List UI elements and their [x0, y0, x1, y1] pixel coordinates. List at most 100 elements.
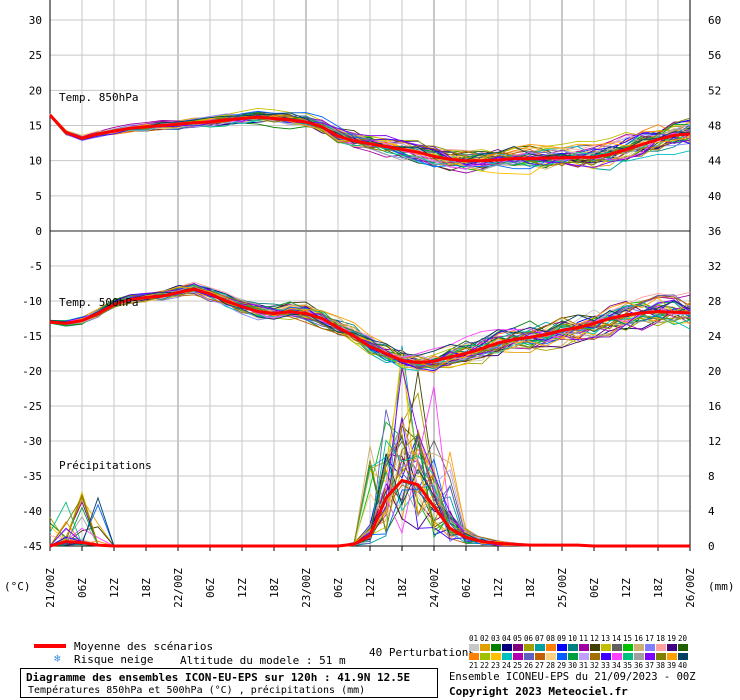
member-color-swatch: [480, 644, 490, 651]
member-number: 29: [557, 661, 567, 670]
member-number: 30: [568, 661, 578, 670]
member-color-swatch: [469, 644, 479, 651]
panel-label-precip: Précipitations: [59, 459, 152, 472]
mean-line-t850: [48, 113, 691, 163]
member-color-swatch: [590, 644, 600, 651]
ensemble-chart: 0 36 5 40 10 44 15 48 20 52 25 56 30 60 -45 0 -40 4 -35 8 -3…: [4, 0, 735, 608]
y-tick-left: -30: [22, 435, 42, 448]
member-number: 09: [557, 634, 567, 643]
member-color-swatch: [535, 644, 545, 651]
member-number: 21: [469, 661, 479, 670]
member-color-swatch: [557, 644, 567, 651]
member-color-swatch: [579, 653, 589, 660]
member-color-swatch: [656, 644, 666, 651]
member-color-swatch: [634, 644, 644, 651]
x-tick-label: 23/00Z: [300, 568, 313, 608]
x-tick-label: 26/00Z: [684, 568, 697, 608]
member-number: 37: [645, 661, 655, 670]
member-line-t500: [49, 283, 691, 369]
member-number: 07: [535, 634, 545, 643]
member-number: 10: [568, 634, 578, 643]
y-tick-left: -20: [22, 365, 42, 378]
member-number: 14: [612, 634, 622, 643]
y-tick-right: 40: [708, 190, 721, 203]
y-tick-left: -45: [22, 540, 42, 553]
snowflake-icon: ❄: [54, 652, 61, 665]
y-tick-right: 48: [708, 120, 721, 133]
y-tick-right: 52: [708, 84, 721, 97]
member-number: 16: [634, 634, 644, 643]
x-tick-label: 22/00Z: [172, 568, 185, 608]
y-tick-left: -35: [22, 470, 42, 483]
member-number: 13: [601, 634, 611, 643]
member-number: 31: [579, 661, 589, 670]
member-number: 28: [546, 661, 556, 670]
member-color-swatch: [612, 644, 622, 651]
member-color-swatch: [579, 644, 589, 651]
y-tick-left: 15: [29, 120, 42, 133]
y-tick-left: 0: [35, 225, 42, 238]
member-number: 22: [480, 661, 490, 670]
member-color-swatch: [568, 644, 578, 651]
member-color-swatch: [656, 653, 666, 660]
chart-subtitle: Températures 850hPa et 500hPa (°C) , pré…: [28, 685, 366, 696]
member-color-swatch: [645, 644, 655, 651]
legend-snow-label: Risque neige: [74, 653, 154, 666]
member-number: 32: [590, 661, 600, 670]
member-color-swatch: [623, 653, 633, 660]
y-tick-left: -25: [22, 400, 42, 413]
member-color-swatch: [502, 644, 512, 651]
x-tick-label: 06Z: [76, 578, 89, 598]
member-color-swatch: [645, 653, 655, 660]
member-color-swatch: [557, 653, 567, 660]
member-color-swatch: [590, 653, 600, 660]
member-color-swatch: [524, 644, 534, 651]
member-number: 39: [667, 661, 677, 670]
member-number: 06: [524, 634, 534, 643]
member-number: 20: [678, 634, 688, 643]
x-tick-label: 06Z: [588, 578, 601, 598]
y-tick-right: 44: [708, 155, 722, 168]
x-tick-label: 06Z: [204, 578, 217, 598]
member-line-t500: [49, 287, 691, 356]
copyright: Copyright 2023 Meteociel.fr: [449, 685, 628, 698]
legend-mean-label: Moyenne des scénarios: [74, 640, 214, 653]
y-tick-right: 56: [708, 49, 721, 62]
x-tick-label: 24/00Z: [428, 568, 441, 608]
member-number: 36: [634, 661, 644, 670]
member-color-swatch: [623, 644, 633, 651]
member-color-swatch: [612, 653, 622, 660]
member-color-swatch: [535, 653, 545, 660]
member-color-swatch: [678, 653, 688, 660]
x-tick-label: 12Z: [236, 578, 249, 598]
member-color-swatch: [634, 653, 644, 660]
member-number: 12: [590, 634, 600, 643]
member-color-swatch: [601, 653, 611, 660]
member-number: 26: [524, 661, 534, 670]
x-tick-label: 12Z: [108, 578, 121, 598]
member-color-swatch: [678, 644, 688, 651]
title-box: [20, 668, 438, 698]
member-color-swatch: [667, 653, 677, 660]
member-color-swatch: [513, 653, 523, 660]
y-tick-left: 20: [29, 84, 42, 97]
x-tick-label: 18Z: [652, 578, 665, 598]
member-number: 33: [601, 661, 611, 670]
member-number: 02: [480, 634, 490, 643]
member-number: 05: [513, 634, 523, 643]
x-tick-label: 25/00Z: [556, 568, 569, 608]
member-color-swatch: [546, 653, 556, 660]
x-tick-label: 18Z: [268, 578, 281, 598]
y-tick-left: -5: [29, 260, 42, 273]
member-color-grid: 01 02 03 04 05 06 07 08 09 10 11 12 13 14 15 16 17 18 19 20…: [469, 634, 691, 670]
panel-label-t850: Temp. 850hPa: [59, 91, 138, 104]
y-tick-right: 20: [708, 365, 721, 378]
y-tick-right: 4: [708, 505, 715, 518]
mean-line-t500: [49, 287, 691, 365]
member-number: 17: [645, 634, 655, 643]
y-tick-left: -15: [22, 330, 42, 343]
member-number: 34: [612, 661, 622, 670]
altitude-label: Altitude du modele : 51 m: [180, 654, 346, 667]
member-color-swatch: [667, 644, 677, 651]
x-tick-label: 18Z: [524, 578, 537, 598]
